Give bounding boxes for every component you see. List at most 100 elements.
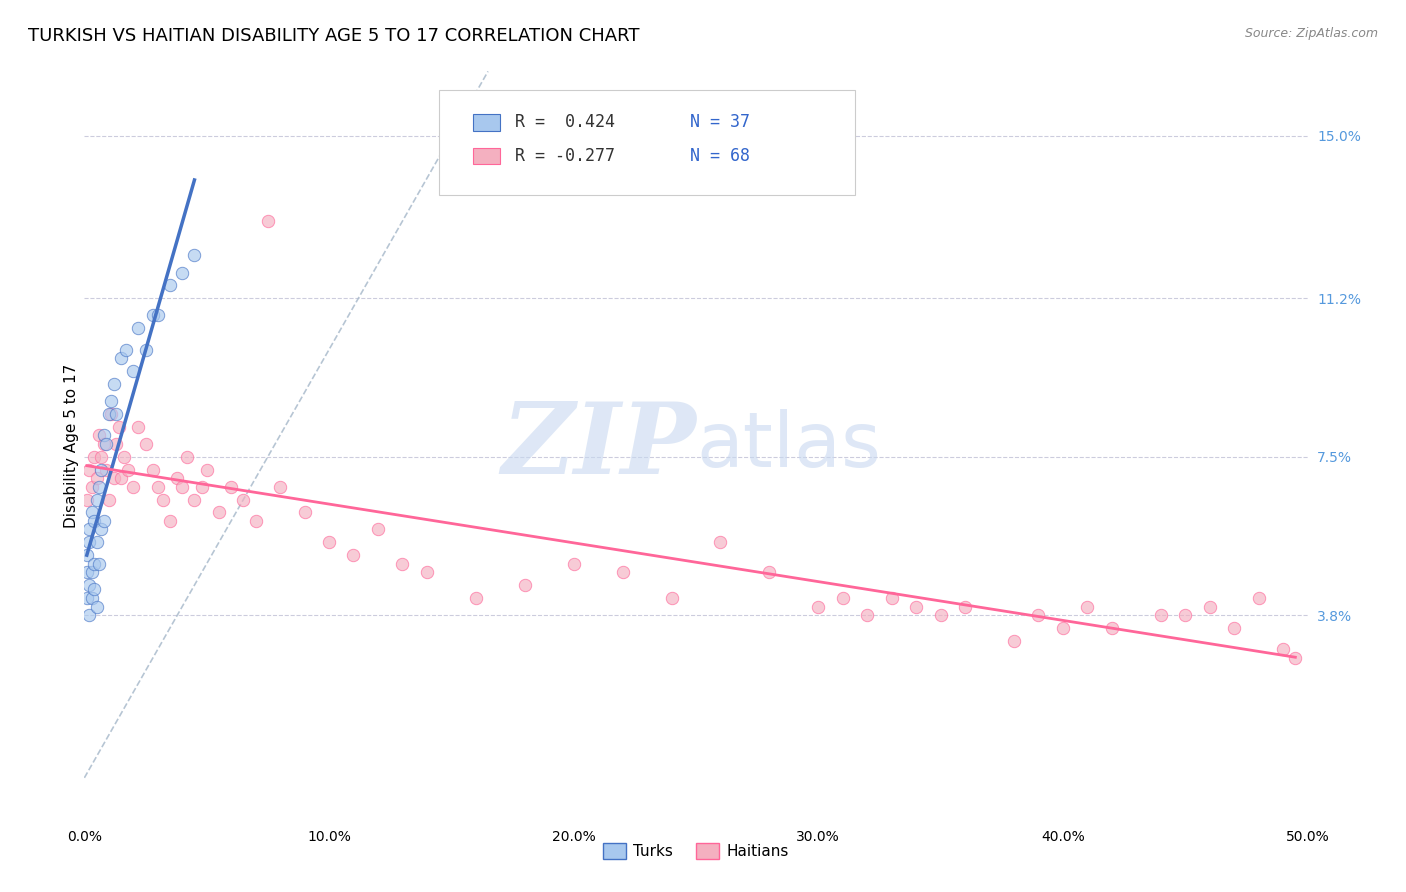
Point xyxy=(90,523,112,537)
Point xyxy=(191,480,214,494)
FancyBboxPatch shape xyxy=(474,148,501,164)
Point xyxy=(77,535,100,549)
Point xyxy=(513,578,536,592)
Point xyxy=(1052,621,1074,635)
Point xyxy=(80,591,103,605)
Point xyxy=(97,492,120,507)
Point xyxy=(1150,608,1173,623)
Point xyxy=(1223,621,1246,635)
Point xyxy=(103,376,125,391)
Point xyxy=(122,480,145,494)
Y-axis label: Disability Age 5 to 17: Disability Age 5 to 17 xyxy=(63,364,79,528)
Point xyxy=(96,437,118,451)
Point xyxy=(856,608,879,623)
Point xyxy=(416,566,439,580)
Point xyxy=(758,566,780,580)
Point xyxy=(76,548,98,562)
Point xyxy=(107,419,129,434)
Point xyxy=(880,591,903,605)
Point xyxy=(318,535,340,549)
Point xyxy=(367,523,389,537)
Point xyxy=(166,471,188,485)
Point xyxy=(77,462,100,476)
Point xyxy=(183,492,205,507)
Point xyxy=(87,428,110,442)
Point xyxy=(391,557,413,571)
Point xyxy=(562,557,585,571)
Point xyxy=(152,492,174,507)
Point xyxy=(612,566,634,580)
Point xyxy=(77,608,100,623)
Point xyxy=(87,480,110,494)
Point xyxy=(86,471,108,485)
Point xyxy=(77,578,100,592)
FancyBboxPatch shape xyxy=(439,90,855,195)
Point xyxy=(93,514,115,528)
Point xyxy=(1198,599,1220,614)
Point xyxy=(159,278,181,293)
Text: TURKISH VS HAITIAN DISABILITY AGE 5 TO 17 CORRELATION CHART: TURKISH VS HAITIAN DISABILITY AGE 5 TO 1… xyxy=(28,27,640,45)
Point xyxy=(142,309,165,323)
Point xyxy=(115,343,138,357)
Point xyxy=(208,505,231,519)
Point xyxy=(172,480,194,494)
Point xyxy=(661,591,683,605)
Text: Source: ZipAtlas.com: Source: ZipAtlas.com xyxy=(1244,27,1378,40)
Point xyxy=(807,599,830,614)
Point xyxy=(86,492,108,507)
Text: ZIP: ZIP xyxy=(501,398,696,494)
Point xyxy=(90,462,112,476)
Point xyxy=(86,535,108,549)
Point xyxy=(112,450,135,464)
Point xyxy=(183,248,205,262)
Point xyxy=(269,480,291,494)
Point xyxy=(172,266,194,280)
Point xyxy=(110,471,132,485)
Point xyxy=(93,428,115,442)
FancyBboxPatch shape xyxy=(474,114,501,130)
Point xyxy=(83,582,105,597)
Point xyxy=(1101,621,1123,635)
Point xyxy=(464,591,486,605)
Point xyxy=(176,450,198,464)
Point xyxy=(77,523,100,537)
Point xyxy=(122,364,145,378)
Point xyxy=(135,437,157,451)
Point xyxy=(1272,642,1295,657)
Point xyxy=(159,514,181,528)
Point xyxy=(245,514,267,528)
Point xyxy=(100,394,122,409)
Point xyxy=(86,599,108,614)
Point xyxy=(93,437,115,451)
Point xyxy=(100,407,122,421)
Point xyxy=(76,566,98,580)
Point xyxy=(76,492,98,507)
Text: R =  0.424: R = 0.424 xyxy=(515,113,614,131)
Point xyxy=(105,437,128,451)
Text: N = 37: N = 37 xyxy=(690,113,749,131)
Point xyxy=(76,591,98,605)
Point xyxy=(1002,633,1025,648)
Text: N = 68: N = 68 xyxy=(690,147,749,165)
Point xyxy=(953,599,976,614)
Point xyxy=(110,351,132,366)
Point xyxy=(87,557,110,571)
Point xyxy=(105,407,128,421)
Point xyxy=(232,492,254,507)
Point xyxy=(80,566,103,580)
Point xyxy=(1284,651,1306,665)
Point xyxy=(257,214,280,228)
Point xyxy=(1028,608,1050,623)
Point xyxy=(342,548,364,562)
Point xyxy=(83,557,105,571)
Point xyxy=(831,591,853,605)
Point xyxy=(146,480,169,494)
Point xyxy=(929,608,952,623)
Point xyxy=(142,462,165,476)
Point xyxy=(83,514,105,528)
Point xyxy=(127,419,149,434)
Point xyxy=(709,535,731,549)
Point xyxy=(103,471,125,485)
Point xyxy=(96,462,118,476)
Point xyxy=(219,480,242,494)
